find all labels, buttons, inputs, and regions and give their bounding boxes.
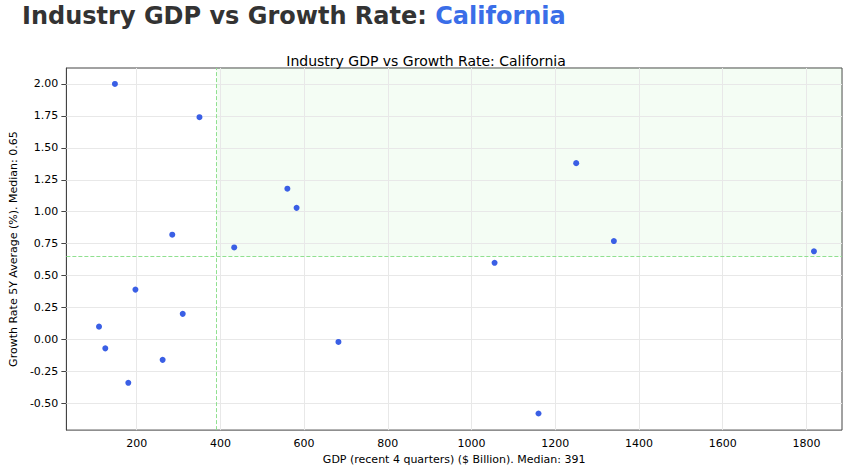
svg-text:1200: 1200 <box>541 437 569 450</box>
svg-text:0.75: 0.75 <box>34 237 59 250</box>
svg-text:0.00: 0.00 <box>34 333 59 346</box>
svg-text:1.00: 1.00 <box>34 205 59 218</box>
svg-text:2.00: 2.00 <box>34 77 59 90</box>
svg-text:1600: 1600 <box>709 437 737 450</box>
svg-text:1.75: 1.75 <box>34 109 59 122</box>
svg-text:-0.25: -0.25 <box>30 365 58 378</box>
svg-text:1000: 1000 <box>458 437 486 450</box>
svg-text:400: 400 <box>210 437 231 450</box>
svg-text:-0.50: -0.50 <box>30 397 58 410</box>
svg-text:GDP (recent 4 quarters) ($ Bil: GDP (recent 4 quarters) ($ Billion). Med… <box>323 453 586 466</box>
svg-text:200: 200 <box>126 437 147 450</box>
svg-text:600: 600 <box>294 437 315 450</box>
svg-text:1.25: 1.25 <box>34 173 59 186</box>
html-text:Industry GDP vs Growth Rate: C: Industry GDP vs Growth Rate: California <box>22 2 566 30</box>
svg-text:0.25: 0.25 <box>34 301 59 314</box>
svg-text:800: 800 <box>377 437 398 450</box>
svg-text:1.50: 1.50 <box>34 141 59 154</box>
svg-text:1800: 1800 <box>792 437 820 450</box>
svg-text:Growth Rate 5Y Average (%). Me: Growth Rate 5Y Average (%). Median: 0.65 <box>7 131 20 367</box>
svg-text:Industry GDP vs Growth Rate: C: Industry GDP vs Growth Rate: California <box>286 53 565 69</box>
svg-text:1400: 1400 <box>625 437 653 450</box>
svg-text:0.50: 0.50 <box>34 269 59 282</box>
